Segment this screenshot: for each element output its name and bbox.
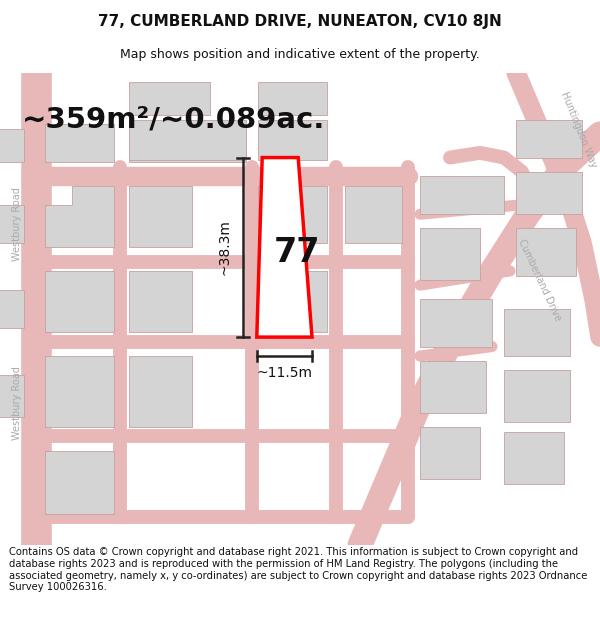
Polygon shape bbox=[504, 309, 570, 356]
Polygon shape bbox=[45, 271, 114, 332]
Polygon shape bbox=[420, 228, 480, 281]
Text: Westbury Road: Westbury Road bbox=[12, 366, 22, 440]
Polygon shape bbox=[45, 186, 114, 248]
Polygon shape bbox=[129, 186, 192, 248]
Polygon shape bbox=[45, 451, 114, 514]
Text: ~38.3m: ~38.3m bbox=[218, 219, 232, 275]
Polygon shape bbox=[420, 299, 492, 346]
Polygon shape bbox=[345, 186, 402, 242]
Text: Map shows position and indicative extent of the property.: Map shows position and indicative extent… bbox=[120, 48, 480, 61]
Polygon shape bbox=[129, 356, 192, 427]
Polygon shape bbox=[504, 370, 570, 422]
Polygon shape bbox=[129, 124, 246, 162]
Polygon shape bbox=[516, 172, 582, 214]
Polygon shape bbox=[257, 158, 312, 337]
Polygon shape bbox=[504, 432, 564, 484]
Polygon shape bbox=[129, 120, 246, 160]
Polygon shape bbox=[45, 124, 114, 162]
Text: Huntingdon Way: Huntingdon Way bbox=[559, 90, 599, 169]
Polygon shape bbox=[258, 186, 327, 242]
Text: Contains OS data © Crown copyright and database right 2021. This information is : Contains OS data © Crown copyright and d… bbox=[9, 548, 587, 592]
Text: Cumberland Drive: Cumberland Drive bbox=[517, 238, 563, 323]
Text: ~11.5m: ~11.5m bbox=[256, 366, 313, 379]
Polygon shape bbox=[129, 271, 192, 332]
Polygon shape bbox=[45, 356, 114, 427]
Polygon shape bbox=[516, 120, 582, 158]
Polygon shape bbox=[129, 82, 210, 115]
Polygon shape bbox=[0, 129, 24, 162]
Polygon shape bbox=[0, 205, 24, 242]
Text: 77: 77 bbox=[274, 236, 320, 269]
Polygon shape bbox=[258, 271, 327, 332]
Text: 77, CUMBERLAND DRIVE, NUNEATON, CV10 8JN: 77, CUMBERLAND DRIVE, NUNEATON, CV10 8JN bbox=[98, 14, 502, 29]
Polygon shape bbox=[420, 427, 480, 479]
Polygon shape bbox=[420, 176, 504, 214]
Polygon shape bbox=[516, 228, 576, 276]
Text: Westbury Road: Westbury Road bbox=[12, 187, 22, 261]
Polygon shape bbox=[0, 375, 24, 418]
Polygon shape bbox=[0, 290, 24, 328]
Polygon shape bbox=[258, 120, 327, 160]
Polygon shape bbox=[258, 82, 327, 115]
Text: ~359m²/~0.089ac.: ~359m²/~0.089ac. bbox=[22, 106, 326, 134]
Polygon shape bbox=[420, 361, 486, 413]
